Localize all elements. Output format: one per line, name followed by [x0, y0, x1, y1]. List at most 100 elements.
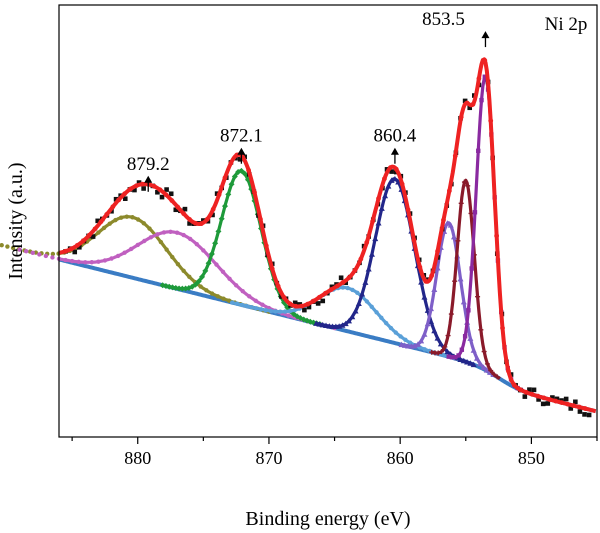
component-point: [369, 304, 374, 309]
component-point: [115, 253, 121, 259]
component-point: [23, 249, 29, 254]
component-point: [460, 357, 467, 364]
component-point: [215, 294, 220, 299]
raw-point: [182, 206, 188, 212]
component-point: [175, 261, 181, 267]
component-point: [395, 178, 402, 185]
component-point: [431, 286, 438, 292]
component-point: [421, 331, 428, 337]
x-tick-label: 860: [387, 448, 414, 468]
envelope-point: [541, 395, 547, 401]
envelope-point: [287, 301, 293, 307]
component-point: [382, 192, 389, 199]
series-component-877: [17, 229, 337, 331]
raw-point: [77, 244, 82, 250]
component-point: [414, 341, 421, 347]
raw-point: [155, 189, 160, 195]
component-point: [205, 260, 212, 267]
envelope-point: [63, 248, 68, 254]
component-point: [202, 267, 209, 274]
component-point: [459, 347, 465, 352]
envelope-point: [210, 206, 216, 212]
envelope-point: [193, 220, 198, 226]
component-point: [393, 330, 398, 335]
envelope-point: [529, 391, 535, 397]
component-point: [158, 239, 164, 245]
component-point: [385, 183, 392, 189]
component-point: [411, 342, 418, 349]
component-point: [69, 258, 75, 264]
raw-point: [315, 301, 321, 306]
component-point: [467, 335, 474, 341]
series-component-855: [429, 178, 501, 381]
series-raw-data: [63, 58, 592, 418]
raw-point: [90, 234, 96, 239]
component-point: [456, 353, 461, 358]
raw-point: [573, 399, 578, 405]
annotation-arrowhead: [237, 147, 246, 155]
component-point: [109, 256, 114, 261]
component-point: [50, 255, 55, 260]
component-point: [342, 320, 349, 327]
x-tick-label: 870: [255, 448, 282, 468]
x-axis-label: Binding energy (eV): [245, 508, 410, 530]
component-point: [364, 299, 370, 304]
component-point: [435, 350, 441, 356]
component-point: [228, 181, 235, 188]
series-component-880.4: [0, 214, 272, 314]
envelope-point: [470, 101, 476, 107]
envelope-point: [110, 204, 116, 210]
component-point: [460, 298, 467, 305]
envelope-point: [198, 221, 204, 227]
component-point: [457, 275, 464, 282]
raw-point: [122, 196, 128, 201]
envelope-point: [517, 387, 523, 393]
component-point: [260, 302, 265, 307]
envelope-point: [181, 211, 187, 217]
envelope-point: [204, 216, 210, 222]
component-point: [218, 215, 225, 222]
envelope-point: [352, 268, 358, 273]
envelope-point: [476, 76, 482, 81]
component-point: [444, 348, 451, 355]
component-point: [142, 238, 147, 244]
component-point: [221, 203, 228, 210]
x-tick-label: 880: [124, 448, 151, 468]
envelope-point: [452, 153, 458, 159]
component-point: [227, 276, 232, 282]
component-point: [478, 327, 484, 333]
envelope-point: [376, 196, 381, 201]
component-point: [464, 359, 471, 365]
component-point: [135, 217, 141, 222]
component-point: [168, 229, 173, 235]
envelope-point: [69, 246, 74, 252]
component-point: [199, 273, 206, 280]
component-point: [475, 294, 481, 300]
annotation-label: 872.1: [220, 126, 263, 147]
envelope-point: [582, 406, 588, 411]
component-point: [118, 215, 124, 220]
component-point: [452, 278, 458, 284]
component-point: [434, 335, 441, 341]
envelope-point: [393, 166, 399, 172]
raw-point: [302, 307, 307, 313]
annotation-arrowhead: [481, 31, 490, 39]
raw-point: [113, 196, 119, 202]
envelope-point: [134, 183, 139, 189]
component-point: [444, 220, 451, 226]
component-point: [439, 349, 445, 355]
component-point: [96, 230, 101, 235]
component-point: [128, 246, 134, 252]
envelope-point: [417, 264, 423, 270]
envelope-point: [488, 118, 494, 124]
annotation-arrowhead: [144, 175, 153, 183]
component-point: [170, 254, 175, 260]
envelope-point: [122, 191, 128, 197]
envelope-point: [246, 167, 252, 173]
component-point: [362, 279, 369, 285]
envelope-point: [446, 188, 452, 194]
component-point: [448, 311, 454, 317]
raw-point: [210, 212, 215, 218]
envelope-point: [175, 204, 181, 210]
envelope-point: [346, 275, 352, 281]
